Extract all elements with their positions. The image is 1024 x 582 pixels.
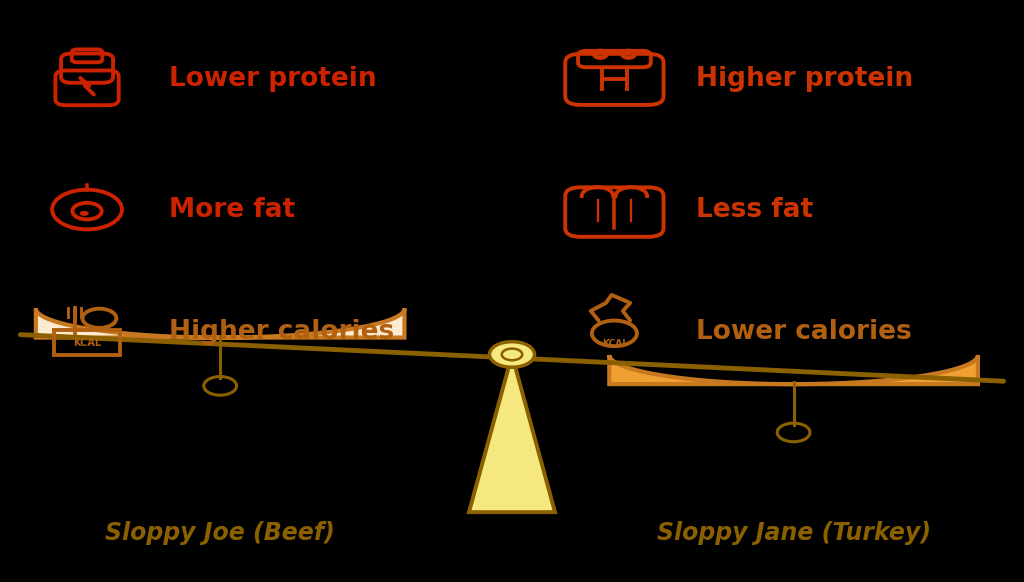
Text: Higher protein: Higher protein: [696, 66, 913, 91]
Polygon shape: [36, 308, 404, 338]
Text: KCAL: KCAL: [602, 339, 629, 349]
Circle shape: [80, 211, 89, 216]
Text: Higher calories: Higher calories: [169, 319, 394, 345]
Text: Lower calories: Lower calories: [696, 319, 912, 345]
Text: KCAL: KCAL: [73, 338, 101, 347]
Polygon shape: [469, 355, 555, 512]
Text: Lower protein: Lower protein: [169, 66, 377, 91]
Polygon shape: [609, 355, 978, 384]
Circle shape: [489, 342, 535, 367]
Text: Sloppy Jane (Turkey): Sloppy Jane (Turkey): [656, 520, 931, 545]
Text: Sloppy Joe (Beef): Sloppy Joe (Beef): [105, 520, 335, 545]
Text: Less fat: Less fat: [696, 197, 814, 222]
Text: More fat: More fat: [169, 197, 295, 222]
